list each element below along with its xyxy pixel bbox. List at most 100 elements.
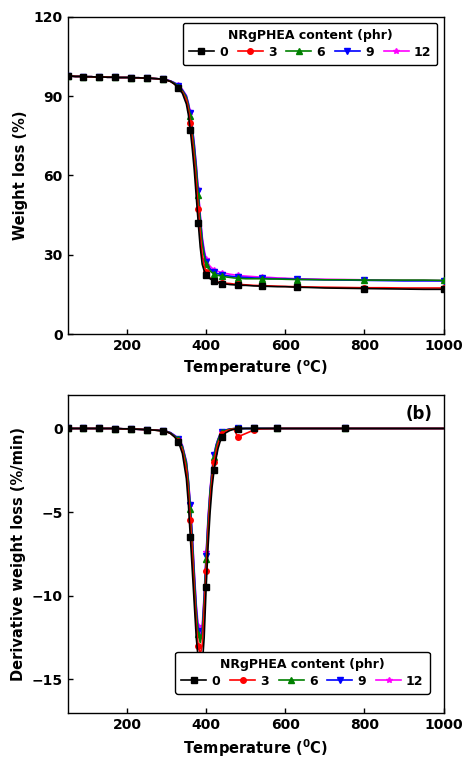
3 [197, 650, 203, 659]
0 [201, 633, 207, 642]
3 [441, 424, 447, 433]
6 [100, 72, 106, 82]
0 [441, 424, 447, 433]
6 [441, 424, 447, 433]
Line: 9: 9 [65, 73, 447, 283]
12 [441, 276, 447, 285]
Line: 0: 0 [65, 426, 447, 674]
Line: 6: 6 [65, 73, 447, 283]
0 [124, 424, 130, 434]
9 [175, 434, 181, 444]
Line: 12: 12 [65, 426, 447, 637]
Legend: 0, 3, 6, 9, 12: 0, 3, 6, 9, 12 [175, 651, 430, 694]
3 [156, 74, 162, 83]
3 [441, 283, 447, 293]
0 [128, 424, 134, 434]
Y-axis label: Weight loss (%): Weight loss (%) [13, 111, 28, 240]
Y-axis label: Derivative weight loss (%/min): Derivative weight loss (%/min) [11, 427, 26, 681]
12 [84, 72, 90, 82]
6 [128, 424, 134, 434]
12 [441, 424, 447, 433]
12 [201, 245, 207, 254]
12 [283, 424, 288, 433]
6 [201, 596, 207, 605]
0 [203, 583, 209, 592]
9 [283, 424, 288, 433]
0 [152, 74, 157, 83]
3 [116, 73, 122, 82]
9 [128, 424, 134, 434]
Text: (b): (b) [405, 404, 432, 423]
12 [116, 73, 122, 82]
3 [421, 283, 427, 293]
6 [156, 74, 162, 83]
0 [441, 285, 447, 294]
0 [65, 424, 71, 433]
6 [283, 424, 288, 433]
9 [116, 73, 122, 82]
12 [197, 630, 203, 639]
9 [152, 74, 157, 83]
6 [65, 72, 71, 81]
3 [201, 608, 207, 617]
6 [124, 424, 130, 434]
Line: 6: 6 [65, 426, 447, 645]
0 [197, 666, 203, 675]
0 [421, 285, 427, 294]
Text: (a): (a) [406, 26, 432, 44]
0 [401, 284, 407, 293]
9 [401, 276, 407, 286]
0 [156, 74, 162, 83]
12 [152, 74, 157, 83]
9 [65, 72, 71, 81]
0 [65, 72, 71, 81]
12 [65, 72, 71, 81]
12 [65, 424, 71, 433]
3 [65, 72, 71, 81]
0 [116, 73, 122, 82]
Line: 3: 3 [65, 73, 447, 291]
6 [84, 72, 90, 82]
6 [152, 74, 157, 83]
Line: 3: 3 [65, 426, 447, 657]
3 [84, 72, 90, 82]
3 [152, 74, 157, 83]
3 [65, 424, 71, 433]
6 [441, 276, 447, 285]
X-axis label: Temperature ($\mathregular{^0}$C): Temperature ($\mathregular{^0}$C) [183, 737, 328, 759]
6 [197, 638, 203, 647]
3 [175, 437, 181, 446]
12 [124, 424, 130, 434]
9 [421, 276, 427, 286]
12 [128, 424, 134, 434]
9 [156, 74, 162, 83]
3 [124, 424, 130, 434]
3 [283, 424, 288, 433]
3 [203, 566, 209, 575]
9 [124, 424, 130, 434]
9 [203, 551, 209, 561]
12 [156, 74, 162, 83]
Line: 12: 12 [65, 73, 447, 283]
Legend: 0, 3, 6, 9, 12: 0, 3, 6, 9, 12 [182, 23, 438, 65]
9 [84, 72, 90, 82]
9 [441, 424, 447, 433]
9 [197, 634, 203, 644]
0 [84, 72, 90, 82]
3 [401, 283, 407, 293]
0 [175, 437, 181, 447]
6 [65, 424, 71, 433]
3 [128, 424, 134, 434]
9 [65, 424, 71, 433]
6 [201, 252, 207, 261]
0 [201, 266, 207, 276]
0 [283, 424, 288, 433]
6 [116, 73, 122, 82]
12 [203, 547, 209, 557]
12 [201, 589, 207, 598]
12 [175, 434, 181, 443]
Line: 0: 0 [65, 73, 447, 292]
6 [203, 554, 209, 564]
9 [201, 593, 207, 602]
6 [175, 435, 181, 444]
